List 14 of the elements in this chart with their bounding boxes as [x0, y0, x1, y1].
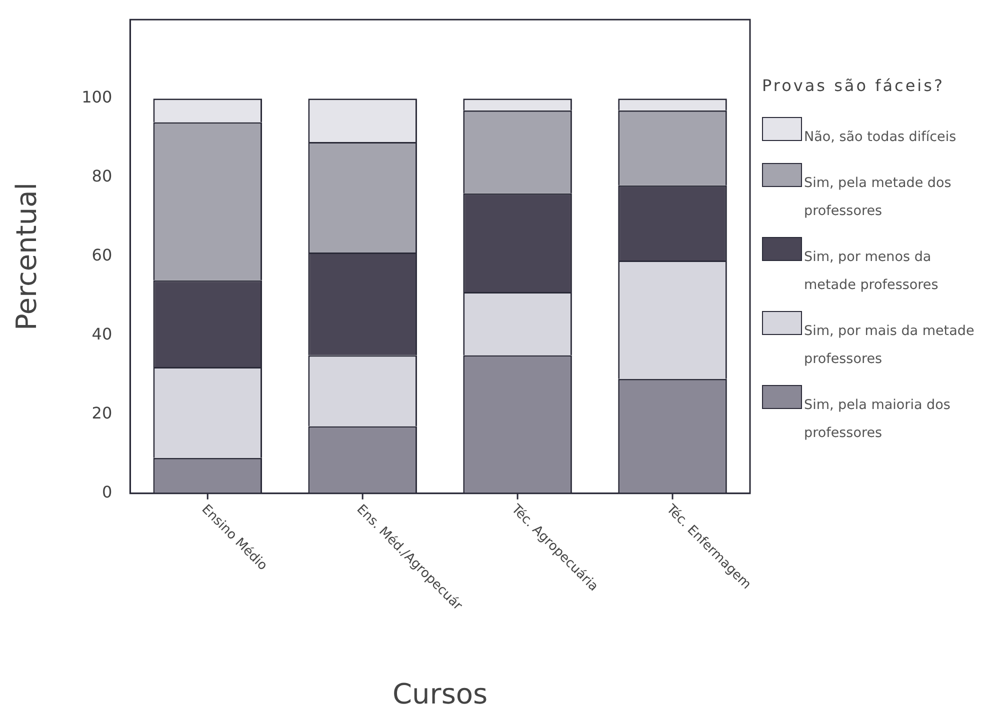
y-tick-label: 40 [92, 324, 112, 344]
y-tick-label: 100 [82, 88, 112, 107]
y-tick-label: 60 [92, 246, 112, 265]
y-axis-title: Percentual [10, 182, 44, 331]
legend-label: Sim, pela maioria dos professores [804, 396, 952, 443]
x-axis-title: Cursos [392, 677, 488, 710]
y-tick-label: 0 [102, 482, 112, 502]
y-tick-label: 80 [92, 166, 112, 186]
legend-label: Sim, pela metade dos professores [804, 174, 952, 221]
y-tick-label: 20 [92, 404, 112, 423]
legend-label: Sim, por mais da metade professores [804, 322, 976, 369]
legend-title: Provas são fáceis? [762, 76, 946, 95]
legend-label: Sim, por menos da metade professores [804, 248, 940, 295]
legend-label: Não, são todas difíceis [804, 128, 958, 147]
